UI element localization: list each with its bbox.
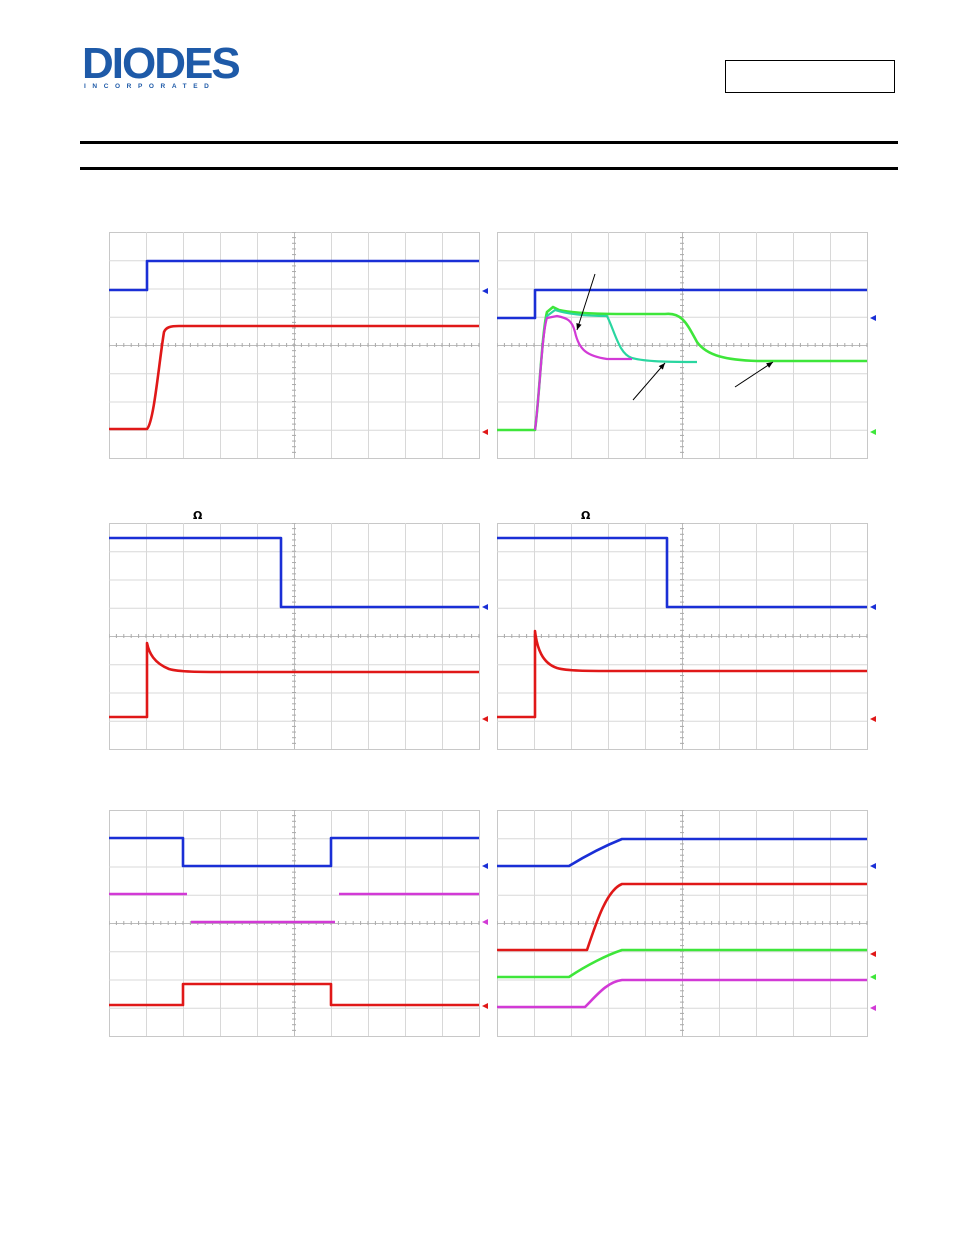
scope-screen	[497, 523, 876, 750]
annotation-arrow	[658, 363, 665, 370]
scope-screen	[109, 523, 488, 750]
logo-wordmark: DIODES	[82, 42, 239, 88]
scope-capture-4	[497, 523, 883, 751]
annotation-arrow	[766, 362, 773, 368]
channel-marker	[482, 716, 488, 722]
waveform-trace	[109, 982, 479, 1007]
scope-capture-2	[497, 232, 883, 460]
channel-marker	[482, 429, 488, 435]
channel-marker	[870, 1005, 876, 1011]
scope-capture-1	[109, 232, 495, 460]
waveform-trace	[497, 629, 867, 719]
channel-marker	[870, 716, 876, 722]
channel-marker	[870, 429, 876, 435]
scope-screen	[497, 232, 876, 459]
scope-capture-3	[109, 523, 495, 751]
channel-marker	[482, 288, 488, 294]
waveform-trace	[109, 536, 479, 609]
waveform-trace	[497, 948, 867, 979]
waveform-trace	[497, 882, 867, 952]
scope-capture-6	[497, 810, 883, 1038]
channel-marker	[482, 1003, 488, 1009]
scope-capture-5	[109, 810, 495, 1038]
waveform-trace	[497, 288, 867, 320]
part-number-box	[725, 60, 895, 93]
channel-marker	[870, 951, 876, 957]
channel-marker	[482, 919, 488, 925]
diodes-logo: DIODES INCORPORATED	[80, 39, 260, 92]
scope-screen	[497, 810, 876, 1037]
header-rule-top	[80, 141, 898, 144]
omega-label-right: Ω	[581, 509, 591, 522]
annotation-arrow	[576, 323, 582, 330]
waveform-trace	[497, 536, 867, 609]
channel-marker	[870, 604, 876, 610]
waveform-trace	[533, 314, 632, 431]
channel-marker	[870, 315, 876, 321]
header-rule-bottom	[80, 167, 898, 170]
waveform-trace	[109, 892, 479, 924]
channel-marker	[482, 604, 488, 610]
waveform-trace	[109, 836, 479, 868]
omega-label-left: Ω	[193, 509, 203, 522]
waveform-trace	[109, 324, 479, 431]
scope-screen	[109, 232, 488, 459]
channel-marker	[482, 863, 488, 869]
waveform-trace	[497, 978, 867, 1009]
channel-marker	[870, 863, 876, 869]
logo-subtitle: INCORPORATED	[84, 83, 215, 90]
scope-screen	[109, 810, 488, 1037]
waveform-trace	[497, 837, 867, 868]
waveform-trace	[109, 259, 479, 292]
channel-marker	[870, 974, 876, 980]
waveform-trace	[109, 641, 479, 719]
